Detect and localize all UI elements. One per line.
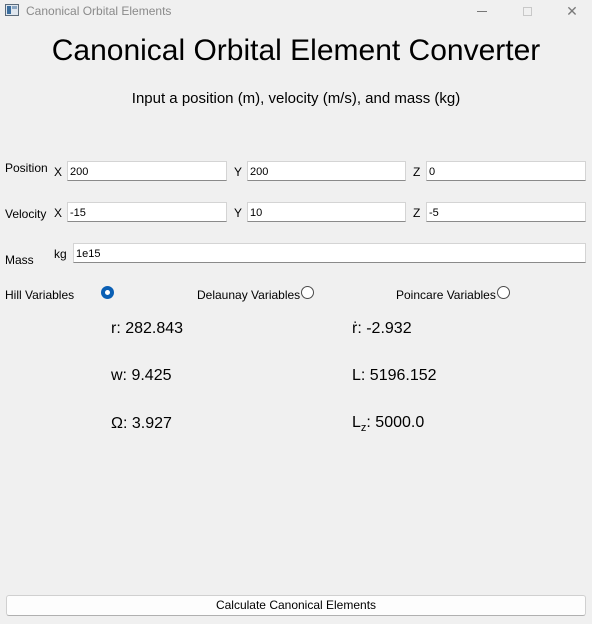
result-w: w: 9.425 <box>111 367 172 384</box>
poincare-variables-radio[interactable] <box>497 286 510 299</box>
position-x-label: X <box>54 165 63 179</box>
position-x-input[interactable]: 200 <box>67 161 227 181</box>
result-Lz-subscript: z <box>360 422 367 435</box>
poincare-variables-label: Poincare Variables <box>396 288 496 302</box>
result-r-dot: ṙ: -2.932 <box>352 320 412 337</box>
velocity-z-label: Z <box>413 206 421 220</box>
result-Lz-base: L <box>352 414 361 431</box>
close-icon: ✕ <box>566 2 578 19</box>
app-icon <box>5 4 19 16</box>
result-r: r: 282.843 <box>111 320 184 337</box>
mass-unit-label: kg <box>54 247 67 261</box>
result-Lz-value: : 5000.0 <box>366 414 425 431</box>
window-title: Canonical Orbital Elements <box>26 4 172 18</box>
velocity-x-label: X <box>54 206 63 220</box>
position-label: Position <box>5 161 48 175</box>
velocity-y-label: Y <box>234 206 243 220</box>
position-z-input[interactable]: 0 <box>426 161 586 181</box>
delaunay-variables-label: Delaunay Variables <box>197 288 301 302</box>
delaunay-variables-radio[interactable] <box>301 286 314 299</box>
minimize-icon <box>477 10 487 12</box>
position-y-label: Y <box>234 165 243 179</box>
velocity-z-input[interactable]: -5 <box>426 202 586 222</box>
mass-label: Mass <box>5 253 34 267</box>
velocity-label: Velocity <box>5 207 47 221</box>
mass-input[interactable]: 1e15 <box>73 243 586 263</box>
minimize-button[interactable] <box>459 0 505 22</box>
page-subtitle: Input a position (m), velocity (m/s), an… <box>131 90 461 107</box>
page-title: Canonical Orbital Element Converter <box>51 34 541 67</box>
result-L: L: 5196.152 <box>352 367 437 384</box>
position-z-label: Z <box>413 165 421 179</box>
hill-variables-label: Hill Variables <box>5 288 75 302</box>
velocity-x-input[interactable]: -15 <box>67 202 227 222</box>
maximize-icon <box>522 6 532 16</box>
hill-variables-radio[interactable] <box>101 286 114 299</box>
position-y-input[interactable]: 200 <box>247 161 406 181</box>
title-bar: Canonical Orbital Elements ✕ <box>0 0 592 22</box>
result-omega: Ω: 3.927 <box>111 415 172 432</box>
result-Lz: Lz: 5000.0 <box>352 414 424 434</box>
close-button[interactable]: ✕ <box>549 0 592 22</box>
maximize-button[interactable] <box>504 0 550 22</box>
calculate-button[interactable]: Calculate Canonical Elements <box>6 595 586 616</box>
velocity-y-input[interactable]: 10 <box>247 202 406 222</box>
